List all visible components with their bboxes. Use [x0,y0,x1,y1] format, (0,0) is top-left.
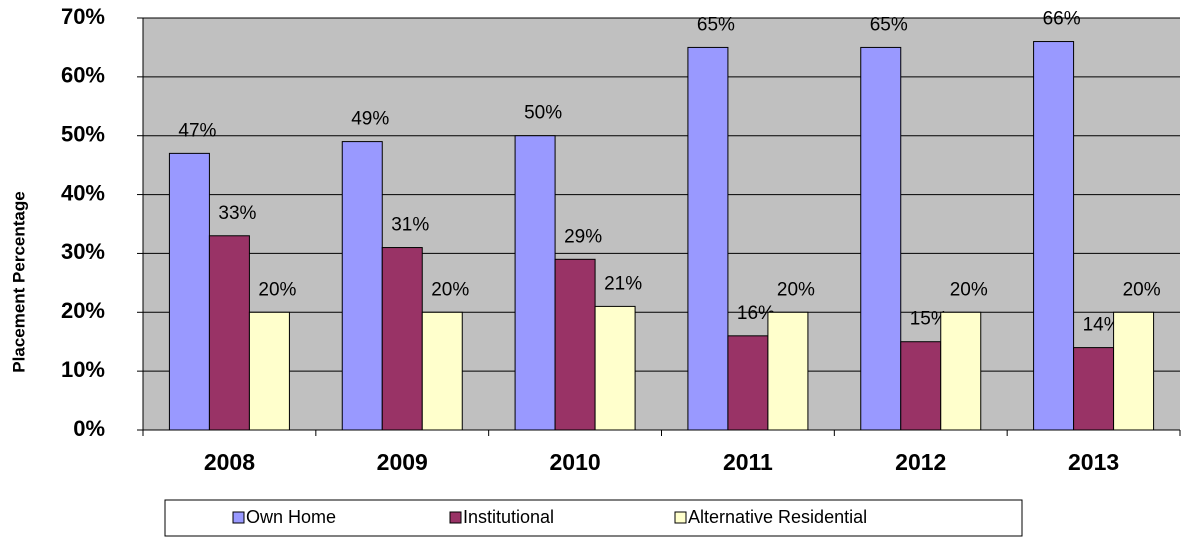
data-label: 31% [391,215,429,236]
legend [164,499,1023,537]
bar [341,141,383,431]
y-tick-label: 0% [73,416,105,441]
data-label: 65% [697,14,735,35]
data-label: 21% [604,273,642,294]
bar [860,46,902,431]
bar [687,46,729,431]
y-tick-label: 40% [61,180,105,205]
legend-swatch [674,511,687,524]
bar [514,135,556,431]
bar [767,311,809,431]
data-label: 50% [524,103,562,124]
legend-label: Institutional [463,507,554,527]
y-tick-label: 10% [61,357,105,382]
y-tick-label: 30% [61,239,105,264]
data-label: 33% [218,203,256,224]
data-label: 16% [737,303,775,324]
bar [940,311,982,431]
data-label: 20% [950,279,988,300]
x-tick-label: 2012 [895,449,946,475]
x-tick-label: 2011 [723,449,773,475]
bar [727,335,769,431]
data-label: 14% [1083,315,1121,336]
x-tick-label: 2010 [549,449,600,475]
data-label: 66% [1043,9,1081,30]
legend-label: Alternative Residential [688,507,867,527]
bar [1113,311,1155,431]
bar [248,311,290,431]
data-label: 20% [258,279,296,300]
bar [1033,41,1075,431]
legend-label: Own Home [246,507,336,527]
data-label: 65% [870,14,908,35]
bar [1073,347,1115,431]
y-tick-label: 60% [61,63,105,88]
bar [900,341,942,431]
bar [208,235,250,431]
bar [554,258,596,431]
data-label: 47% [178,120,216,141]
y-tick-label: 20% [61,298,105,323]
data-label: 15% [910,309,948,330]
data-label: 49% [351,109,389,130]
data-label: 20% [777,279,815,300]
x-tick-label: 2013 [1068,449,1119,475]
bar [168,152,210,431]
data-label: 20% [431,279,469,300]
data-label: 20% [1123,279,1161,300]
x-tick-label: 2008 [204,449,255,475]
y-axis-label: Placement Percentage [9,191,28,372]
legend-swatch [232,511,245,524]
data-label: 29% [564,226,602,247]
plot-area [143,18,1180,430]
bar [381,247,423,431]
y-tick-label: 70% [61,4,105,29]
y-tick-label: 50% [61,122,105,147]
x-tick-label: 2009 [377,449,428,475]
bar [594,305,636,431]
bar [421,311,463,431]
legend-swatch [449,511,462,524]
